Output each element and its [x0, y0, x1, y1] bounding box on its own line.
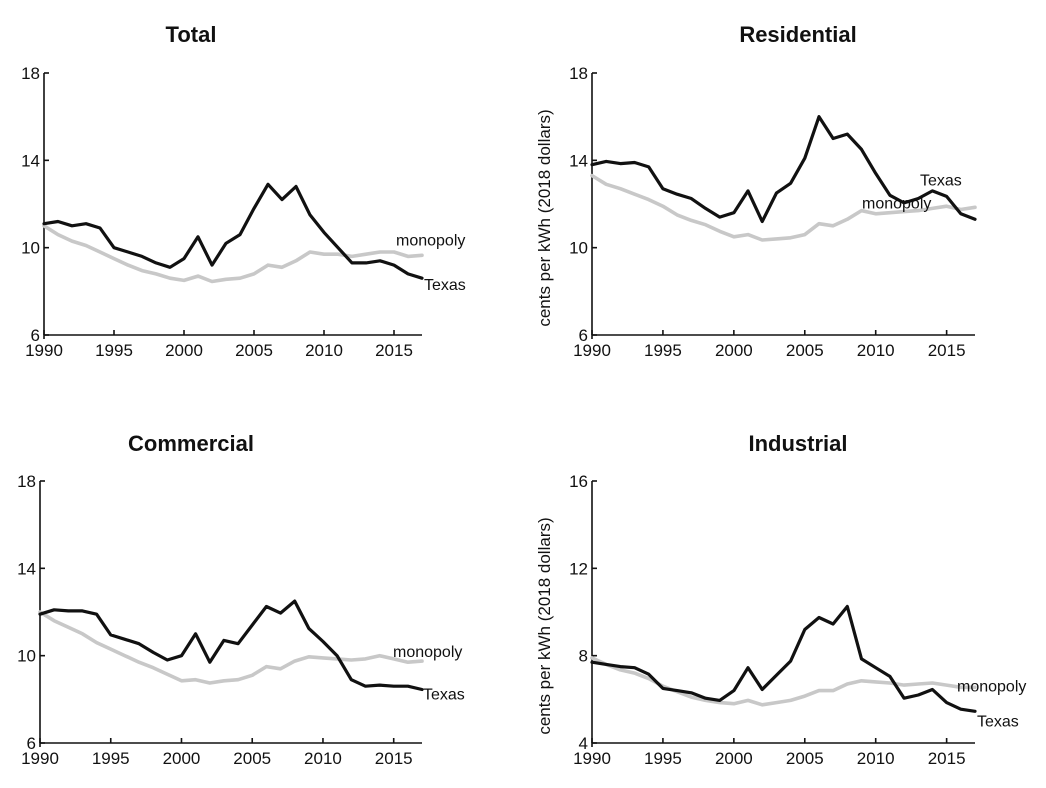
- y-tick-label: 4: [579, 734, 588, 753]
- y-tick-label: 18: [569, 64, 588, 83]
- x-tick-label: 1995: [95, 341, 133, 360]
- chart-panel-industrial: Industrial 4 8 12 16 1990 1995 2000 2005 2010 2015…: [535, 431, 1026, 768]
- y-tick-label: 6: [27, 734, 36, 753]
- series-line-texas: [590, 115, 977, 224]
- x-tick-label: 2010: [305, 341, 343, 360]
- x-tick-label: 2015: [928, 749, 966, 768]
- x-tick-label: 1990: [573, 341, 611, 360]
- series-line-monopoly: [38, 610, 424, 685]
- x-tick-label: 2010: [857, 749, 895, 768]
- x-tick-label: 2010: [304, 749, 342, 768]
- y-tick-label: 12: [569, 559, 588, 578]
- x-tick-label: 2000: [715, 341, 753, 360]
- y-axis-label: cents per kWh (2018 dollars): [535, 109, 554, 326]
- y-axis-label: cents per kWh (2018 dollars): [535, 517, 554, 734]
- x-tick-label: 2005: [786, 341, 824, 360]
- y-tick-label: 18: [21, 64, 40, 83]
- series-line-monopoly: [590, 173, 977, 242]
- y-tick-label: 10: [17, 647, 36, 666]
- series-label-texas: Texas: [424, 277, 466, 294]
- x-tick-label: 1995: [644, 341, 682, 360]
- x-tick-label: 2005: [233, 749, 271, 768]
- series-label-monopoly: monopoly: [396, 232, 465, 249]
- chart-title: Commercial: [128, 431, 254, 456]
- x-tick-label: 2000: [163, 749, 201, 768]
- x-tick-label: 2015: [928, 341, 966, 360]
- chart-title: Industrial: [748, 431, 847, 456]
- series-label-texas: Texas: [423, 687, 465, 704]
- x-tick-label: 1995: [92, 749, 130, 768]
- series-line-texas: [38, 599, 424, 692]
- series-line-monopoly: [42, 224, 424, 284]
- y-tick-label: 14: [21, 151, 40, 170]
- y-tick-label: 6: [31, 326, 40, 345]
- x-tick-label: 1995: [644, 749, 682, 768]
- y-tick-label: 10: [569, 239, 588, 258]
- chart-panel-commercial: Commercial 6 10 14 18 1990 1995 2000 2005 2010 201…: [17, 431, 465, 768]
- series-label-monopoly: monopoly: [862, 195, 931, 212]
- series-line-texas: [590, 604, 977, 713]
- x-tick-label: 1990: [25, 341, 63, 360]
- x-tick-label: 2010: [857, 341, 895, 360]
- series-line-texas: [42, 182, 424, 280]
- series-label-texas: Texas: [977, 713, 1019, 730]
- x-tick-label: 2000: [715, 749, 753, 768]
- series-label-monopoly: monopoly: [393, 644, 462, 661]
- y-tick-label: 14: [569, 151, 588, 170]
- y-tick-label: 8: [579, 647, 588, 666]
- chart-title: Residential: [739, 22, 856, 47]
- x-tick-label: 2000: [165, 341, 203, 360]
- x-tick-label: 2005: [786, 749, 824, 768]
- series-label-monopoly: monopoly: [957, 678, 1026, 695]
- series-label-texas: Texas: [920, 172, 962, 189]
- series-line-monopoly: [590, 656, 977, 707]
- y-tick-label: 10: [21, 239, 40, 258]
- x-tick-label: 1990: [573, 749, 611, 768]
- chart-panel-total: Total 6 10 14 18 1990 1995 2000 2005 2010 2015 mono…: [21, 22, 466, 360]
- y-tick-label: 6: [579, 326, 588, 345]
- chart-title: Total: [166, 22, 217, 47]
- chart-panel-residential: Residential 6 10 14 18 1990 1995 2000 2005 2010 20…: [535, 22, 977, 360]
- x-tick-label: 2015: [375, 341, 413, 360]
- y-tick-label: 14: [17, 559, 36, 578]
- x-tick-label: 2015: [375, 749, 413, 768]
- y-tick-label: 18: [17, 472, 36, 491]
- x-tick-label: 2005: [235, 341, 273, 360]
- y-tick-label: 16: [569, 472, 588, 491]
- x-tick-label: 1990: [21, 749, 59, 768]
